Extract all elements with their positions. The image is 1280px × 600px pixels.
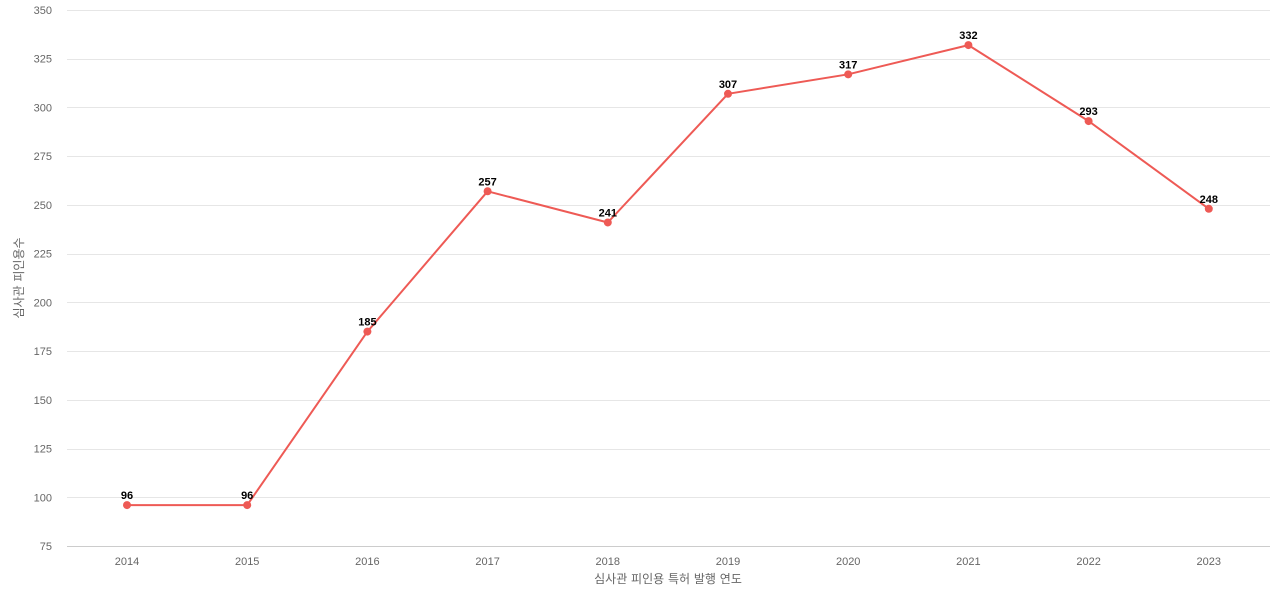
x-tick-label: 2014 bbox=[115, 556, 139, 568]
y-tick-label: 125 bbox=[34, 444, 52, 456]
data-label: 96 bbox=[241, 490, 253, 502]
x-tick-label: 2018 bbox=[596, 556, 620, 568]
x-tick-label: 2022 bbox=[1076, 556, 1100, 568]
data-label: 96 bbox=[121, 490, 133, 502]
data-point[interactable] bbox=[964, 41, 973, 50]
data-point[interactable] bbox=[483, 187, 492, 196]
data-label: 257 bbox=[478, 176, 496, 188]
y-tick-label: 300 bbox=[34, 102, 52, 114]
y-tick-label: 175 bbox=[34, 346, 52, 358]
x-tick-label: 2019 bbox=[716, 556, 740, 568]
y-axis-ticks: 75 100 125 150 175 200 225 250 275 300 325 350 bbox=[34, 5, 52, 553]
y-tick-label: 325 bbox=[34, 54, 52, 66]
data-label: 248 bbox=[1200, 194, 1218, 206]
y-tick-label: 75 bbox=[40, 541, 52, 553]
data-point[interactable] bbox=[1204, 204, 1213, 213]
y-tick-label: 200 bbox=[34, 297, 52, 309]
series bbox=[123, 41, 1213, 510]
data-label: 241 bbox=[599, 207, 617, 219]
y-tick-label: 275 bbox=[34, 151, 52, 163]
series-line bbox=[127, 44, 1210, 507]
data-label: 307 bbox=[719, 79, 737, 91]
data-point[interactable] bbox=[123, 501, 131, 510]
y-tick-label: 250 bbox=[34, 200, 52, 212]
data-point[interactable] bbox=[1084, 117, 1093, 126]
data-point[interactable] bbox=[724, 89, 732, 98]
data-point[interactable] bbox=[603, 218, 612, 227]
data-point[interactable] bbox=[243, 501, 252, 510]
y-tick-label: 100 bbox=[34, 492, 52, 504]
x-tick-label: 2017 bbox=[475, 556, 499, 568]
y-axis-title: 심사관 피인용수 bbox=[12, 237, 26, 318]
data-label: 293 bbox=[1079, 106, 1097, 118]
data-point[interactable] bbox=[844, 70, 853, 79]
x-tick-label: 2023 bbox=[1197, 556, 1221, 568]
x-tick-label: 2016 bbox=[355, 556, 379, 568]
data-label: 332 bbox=[959, 30, 977, 42]
data-labels: 96 96 185 257 241 307 317 332 293 248 bbox=[121, 30, 1218, 502]
data-label: 317 bbox=[839, 59, 857, 71]
x-axis-title: 심사관 피인용 특허 발행 연도 bbox=[594, 571, 742, 586]
x-tick-label: 2020 bbox=[836, 556, 860, 568]
data-label: 185 bbox=[358, 317, 376, 329]
x-tick-label: 2015 bbox=[235, 556, 259, 568]
y-tick-label: 225 bbox=[34, 249, 52, 261]
y-tick-label: 350 bbox=[34, 5, 52, 17]
x-axis-ticks: 2014 2015 2016 2017 2018 2019 2020 2021 2022 2023 bbox=[115, 556, 1221, 568]
x-tick-label: 2021 bbox=[956, 556, 980, 568]
data-point[interactable] bbox=[363, 327, 372, 336]
grid-lines bbox=[67, 10, 1270, 498]
y-tick-label: 150 bbox=[34, 395, 52, 407]
